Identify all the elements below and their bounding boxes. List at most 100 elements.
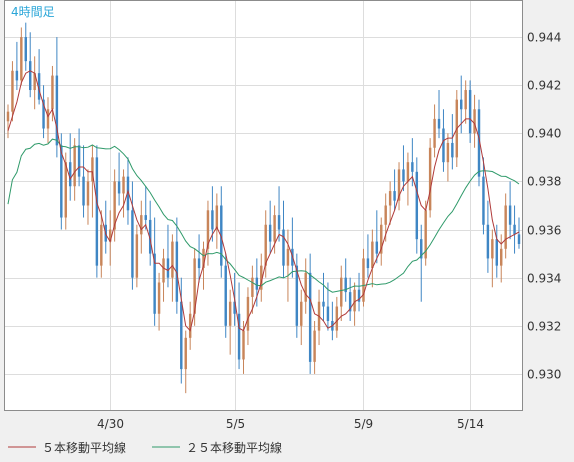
candle-body	[304, 272, 307, 302]
legend-label-ma5: ５本移動平均線	[42, 440, 126, 455]
y-axis-ticks: 0.944 0.942 0.940 0.938 0.936 0.934 0.932 0.930	[527, 31, 561, 382]
moving-averages	[7, 70, 520, 332]
candle-body	[268, 224, 272, 242]
ma5-line	[7, 70, 520, 332]
y-tick-label: 0.932	[527, 320, 561, 334]
candle-body	[500, 248, 503, 266]
candle	[295, 253, 299, 338]
candle	[77, 128, 81, 187]
candle-body	[15, 70, 19, 81]
candle	[353, 282, 356, 326]
candle	[260, 253, 263, 302]
candle-body	[428, 147, 432, 211]
candle	[33, 56, 36, 110]
candle-body	[335, 306, 339, 331]
candle-body	[224, 265, 227, 326]
gridlines	[5, 1, 522, 410]
candle-body	[371, 241, 374, 269]
candle	[246, 287, 250, 346]
candle	[371, 229, 374, 288]
candle-body	[95, 157, 99, 266]
candle	[415, 157, 419, 254]
candle	[42, 85, 45, 139]
candle-body	[117, 181, 121, 194]
candle-body	[175, 241, 179, 302]
candle-body	[260, 265, 263, 290]
candle-body	[166, 258, 170, 278]
candle-body	[144, 215, 147, 220]
candle-body	[415, 171, 419, 240]
candle-body	[20, 37, 23, 81]
candle	[308, 253, 312, 374]
candle	[135, 224, 139, 288]
candle	[491, 229, 494, 288]
candle	[300, 289, 303, 346]
candle	[464, 80, 467, 124]
candle	[264, 210, 267, 278]
candle-body	[46, 109, 50, 129]
candle	[206, 200, 210, 266]
candle-body	[73, 145, 76, 187]
candle	[366, 234, 370, 278]
candle-body	[228, 301, 232, 326]
candle-body	[517, 234, 521, 244]
candle	[117, 152, 121, 206]
candle	[268, 200, 272, 254]
candle-body	[64, 162, 67, 218]
candle	[486, 200, 490, 273]
candle-body	[113, 181, 116, 230]
candle-body	[340, 277, 343, 307]
candle-body	[60, 145, 63, 218]
candle	[215, 193, 219, 249]
y-tick-label: 0.936	[527, 224, 561, 238]
candle	[388, 181, 392, 225]
candle-body	[255, 277, 259, 290]
candle	[175, 217, 179, 314]
x-tick-label: 4/30	[97, 417, 124, 431]
candle	[148, 200, 152, 266]
candle	[437, 90, 441, 139]
candle-body	[437, 118, 441, 129]
candle-body	[246, 296, 250, 331]
candle-body	[477, 109, 481, 177]
candle-body	[37, 73, 41, 100]
candle	[357, 272, 361, 312]
candle	[326, 282, 330, 331]
candle-body	[135, 234, 139, 278]
candle	[224, 253, 227, 338]
candle-body	[446, 142, 450, 163]
candle-body	[348, 292, 352, 312]
candle	[95, 145, 99, 278]
candle	[495, 224, 499, 278]
candle-body	[100, 224, 103, 266]
candle	[82, 145, 85, 218]
candle	[277, 186, 281, 242]
candle-body	[82, 176, 85, 206]
candle	[51, 65, 54, 122]
candle	[140, 200, 143, 254]
candle	[411, 138, 414, 187]
candle	[197, 234, 201, 283]
candle	[184, 330, 187, 394]
candle	[28, 32, 32, 98]
candle	[220, 186, 223, 278]
candle	[55, 37, 59, 158]
candle	[162, 248, 165, 302]
candle	[286, 229, 290, 302]
candle	[68, 133, 72, 201]
x-tick-label: 5/5	[226, 417, 245, 431]
candle	[153, 217, 156, 326]
candle	[482, 157, 485, 235]
legend: ５本移動平均線 ２５本移動平均線	[8, 440, 282, 455]
candle-body	[184, 337, 187, 370]
candle	[402, 145, 405, 192]
candle	[517, 217, 521, 249]
candle-body	[108, 229, 112, 242]
candle-body	[68, 162, 72, 187]
x-tick-label: 5/14	[457, 417, 484, 431]
candle-body	[188, 313, 192, 338]
candle-body	[406, 162, 410, 182]
candle	[420, 224, 423, 302]
candle	[73, 138, 76, 201]
candle-body	[468, 90, 472, 134]
